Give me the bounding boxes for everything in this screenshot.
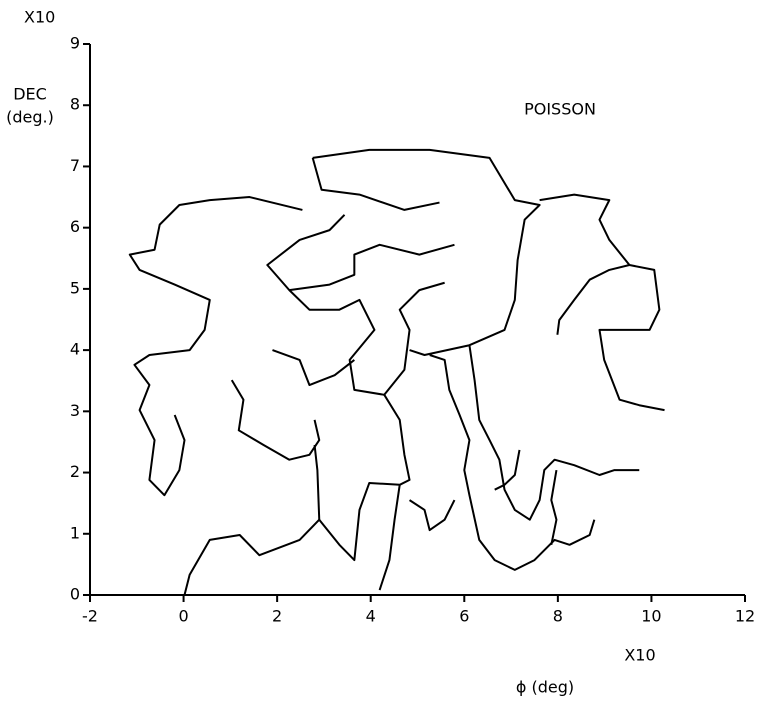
trace xyxy=(183,394,411,596)
annotation: POISSON xyxy=(524,100,596,119)
y-tick-label: 7 xyxy=(70,156,80,175)
trace xyxy=(408,499,456,532)
y-tick-label: 4 xyxy=(70,340,80,359)
y-axis-label: DEC xyxy=(13,85,47,104)
x-multiplier: X10 xyxy=(624,646,655,665)
y-tick-label: 0 xyxy=(70,585,80,604)
trace xyxy=(313,444,321,520)
trace xyxy=(128,196,303,497)
trace xyxy=(311,157,440,211)
y-axis-label: (deg.) xyxy=(6,108,54,127)
x-tick-label: 0 xyxy=(178,607,188,626)
y-multiplier: X10 xyxy=(24,8,55,27)
y-tick-label: 6 xyxy=(70,217,80,236)
trace xyxy=(494,449,521,491)
y-tick-label: 2 xyxy=(70,462,80,481)
trace xyxy=(429,354,596,571)
trace xyxy=(378,484,401,591)
y-tick-label: 5 xyxy=(70,278,80,297)
y-tick-label: 3 xyxy=(70,401,80,420)
x-tick-label: 12 xyxy=(735,607,755,626)
y-tick-label: 1 xyxy=(70,523,80,542)
trace xyxy=(266,214,445,396)
x-tick-label: 2 xyxy=(272,607,282,626)
x-tick-label: 8 xyxy=(553,607,563,626)
x-axis-label: ϕ (deg) xyxy=(516,678,574,697)
x-tick-label: 4 xyxy=(366,607,376,626)
trace xyxy=(539,193,665,412)
trace xyxy=(230,379,321,461)
y-tick-label: 9 xyxy=(70,34,80,53)
trace xyxy=(289,243,455,292)
trace xyxy=(556,264,630,335)
x-tick-label: 6 xyxy=(459,607,469,626)
y-tick-label: 8 xyxy=(70,95,80,114)
x-tick-label: 10 xyxy=(641,607,661,626)
trace xyxy=(550,469,558,545)
trace xyxy=(272,349,355,387)
trace xyxy=(468,345,640,521)
x-tick-label: -2 xyxy=(82,607,98,626)
